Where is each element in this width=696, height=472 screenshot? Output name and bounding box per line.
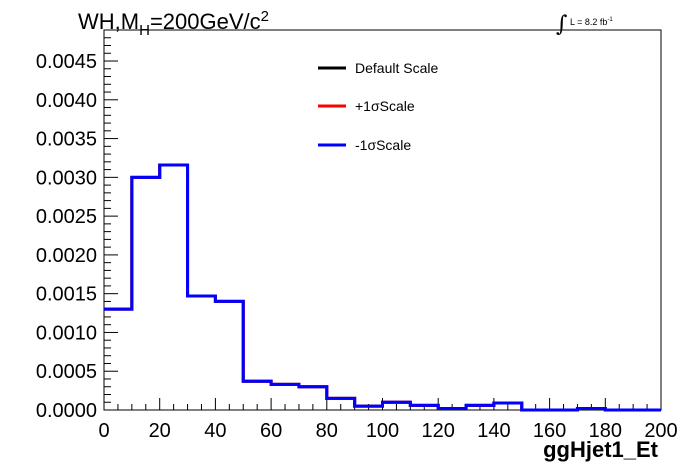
y-tick-label: 0.0045 <box>36 51 97 73</box>
y-tick-label: 0.0025 <box>36 206 97 228</box>
luminosity-label: ∫ L = 8.2 fb-1 <box>556 12 613 37</box>
x-axis: 0 20 40 60 80 100 120 140 160 180 200 <box>98 398 678 442</box>
series-line-2 <box>104 163 661 412</box>
luminosity-superscript: -1 <box>607 17 613 23</box>
series-layer <box>104 163 661 412</box>
legend-label-0: Default Scale <box>355 60 438 76</box>
x-tick-label: 100 <box>366 420 399 442</box>
x-tick-label: 140 <box>477 420 510 442</box>
luminosity-text: L = 8.2 fb <box>569 17 608 27</box>
x-tick-label: 20 <box>149 420 171 442</box>
x-axis-label: ggHjet1_Et <box>543 437 658 462</box>
y-tick-label: 0.0040 <box>36 90 97 112</box>
y-axis: 0.0000 0.0005 0.0010 0.0015 0.0020 0.0025 0.00… <box>36 29 118 422</box>
x-tick-label: 200 <box>644 420 677 442</box>
y-tick-label: 0.0030 <box>36 167 97 189</box>
y-tick-label: 0.0005 <box>36 361 97 383</box>
x-tick-label: 120 <box>422 420 455 442</box>
x-tick-label: 40 <box>204 420 226 442</box>
legend-label-1: +1σScale <box>355 98 415 114</box>
x-tick-label: 160 <box>533 420 566 442</box>
y-tick-label: 0.0020 <box>36 245 97 267</box>
x-tick-label: 60 <box>260 420 282 442</box>
y-tick-label: 0.0000 <box>36 400 97 422</box>
title-superscript: 2 <box>260 8 269 25</box>
y-tick-label: 0.0035 <box>36 129 97 151</box>
x-tick-label: 80 <box>316 420 338 442</box>
legend-label-2: -1σScale <box>355 137 411 153</box>
y-tick-label: 0.0015 <box>36 284 97 306</box>
x-tick-label: 180 <box>589 420 622 442</box>
y-tick-label: 0.0010 <box>36 322 97 344</box>
legend: Default Scale +1σScale -1σScale <box>318 60 438 153</box>
integral-symbol: ∫ <box>556 12 568 37</box>
x-tick-label: 0 <box>98 420 109 442</box>
